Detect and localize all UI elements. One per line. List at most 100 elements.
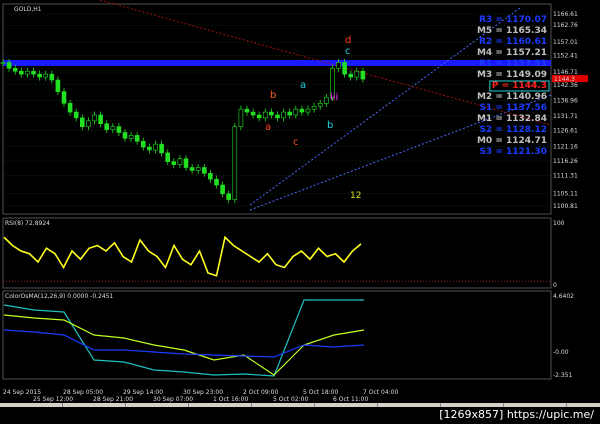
time-tick: 2 Oct 09:00 (243, 389, 278, 396)
candle-body (171, 161, 177, 165)
time-tick: 6 Oct 11:00 (333, 396, 368, 403)
candle-body (12, 68, 18, 72)
price-tick: 1126.61 (553, 128, 578, 135)
current-price-marker (552, 75, 588, 83)
candle-body (98, 114, 103, 125)
candle-body (299, 108, 305, 113)
candle-body (305, 108, 311, 113)
candle-body (43, 73, 49, 78)
candle-body (262, 111, 268, 119)
wave-label: c (345, 46, 351, 57)
candle-body (348, 73, 354, 78)
price-tick: 1152.41 (553, 52, 578, 59)
price-tick: 1116.26 (553, 158, 578, 165)
resistance-band (3, 60, 551, 66)
time-tick: 5 Oct 02:00 (273, 396, 308, 403)
candle-body (177, 158, 183, 165)
pivot-r1: R1 = 1153.81 (479, 59, 547, 69)
symbol-label: GOLD,H1 (14, 6, 42, 13)
candle-body (342, 62, 347, 75)
candle-body (6, 62, 12, 69)
candle-body (183, 158, 189, 168)
candle-body (256, 114, 262, 119)
pivot-r2: R2 = 1160.61 (479, 37, 547, 47)
candle-body (250, 111, 256, 116)
pivot-p: P = 1144.3 (492, 81, 547, 91)
price-tick: 1166.61 (553, 11, 578, 18)
candle-body (55, 79, 61, 92)
osma-axis-min: -2.351 (553, 372, 573, 379)
pivot-m0: M0 = 1124.71 (477, 136, 547, 146)
candle-body (147, 146, 152, 151)
candle-body (18, 70, 24, 75)
time-tick: 24 Sep 2015 (3, 389, 41, 396)
candle-body (208, 173, 213, 180)
candle-body (128, 135, 134, 139)
pivot-s3: S3 = 1121.30 (479, 147, 547, 157)
wave-label: b (327, 120, 333, 131)
candle-body (281, 111, 286, 119)
pivot-m5: M5 = 1165.34 (477, 26, 547, 36)
candle-body (360, 70, 366, 80)
candle-body (269, 111, 274, 116)
pivot-m3: M3 = 1149.09 (477, 70, 547, 80)
candle-body (86, 120, 91, 127)
candle-body (61, 91, 67, 104)
candle-body (134, 135, 140, 142)
price-tick: 1121.16 (553, 144, 578, 151)
candle-body (116, 126, 122, 133)
candle-body (104, 123, 109, 130)
wave-label: a (265, 122, 271, 133)
time-tick: 1 Oct 16:00 (213, 396, 248, 403)
wave-label: a (300, 80, 306, 91)
time-tick: 30 Sep 07:00 (153, 396, 193, 403)
current-price-label: 1144.3 (554, 76, 575, 83)
pivot-m4: M4 = 1157.21 (477, 48, 547, 58)
price-tick: 1131.71 (553, 113, 578, 120)
candle-body (31, 70, 36, 75)
chart-canvas[interactable]: GOLD,H1 RSI(8) 72.8924 ColorOsMA(12,26,9… (0, 0, 600, 403)
rsi-axis-0: 0 (553, 282, 557, 289)
candle-body (122, 132, 128, 139)
rsi-panel-border (2, 217, 552, 289)
osma-line (3, 299, 364, 377)
candle-body (195, 167, 201, 171)
candle-body (189, 167, 195, 171)
candle-body (67, 103, 73, 113)
candle-body (244, 108, 250, 113)
candle-body (202, 167, 207, 174)
candle-body (110, 126, 116, 130)
wave-label: 12 (350, 191, 361, 201)
candle-body (317, 103, 323, 107)
rsi-label: RSI(8) 72.8924 (5, 220, 50, 227)
candle-body (232, 126, 238, 200)
pivot-m2: M2 = 1140.96 (477, 92, 547, 102)
candle-body (336, 62, 341, 69)
trend-channel-lower (249, 94, 552, 211)
main-panel-border (2, 3, 552, 215)
osma-label: ColorOsMA(12,26,9) 0.0000 -0.2451 (5, 293, 114, 300)
price-tick: 1146.71 (553, 69, 578, 76)
candle-body (159, 143, 164, 154)
wave-label: c (293, 137, 299, 148)
pivot-m1: M1 = 1132.84 (477, 114, 547, 124)
price-tick: 1105.11 (553, 190, 578, 197)
candle-body (323, 97, 329, 104)
candle-body (49, 73, 55, 81)
osma-axis-max: 4.6402 (553, 293, 574, 300)
osma-axis-zero: -0.00 (553, 349, 569, 356)
time-tick: 7 Oct 04:00 (363, 389, 398, 396)
candle-body (238, 108, 244, 127)
candle-body (275, 114, 280, 119)
price-tick: 1157.01 (553, 39, 578, 46)
rsi-line (3, 235, 362, 277)
candle-body (80, 117, 85, 127)
candle-body (287, 111, 293, 116)
pivot-s2: S2 = 1128.12 (479, 125, 547, 135)
candle-body (141, 140, 146, 148)
chart-tabs[interactable] (0, 403, 600, 407)
wave-label: d (345, 35, 351, 46)
price-tick: 1142.36 (553, 82, 578, 89)
candle-body (0, 62, 6, 64)
